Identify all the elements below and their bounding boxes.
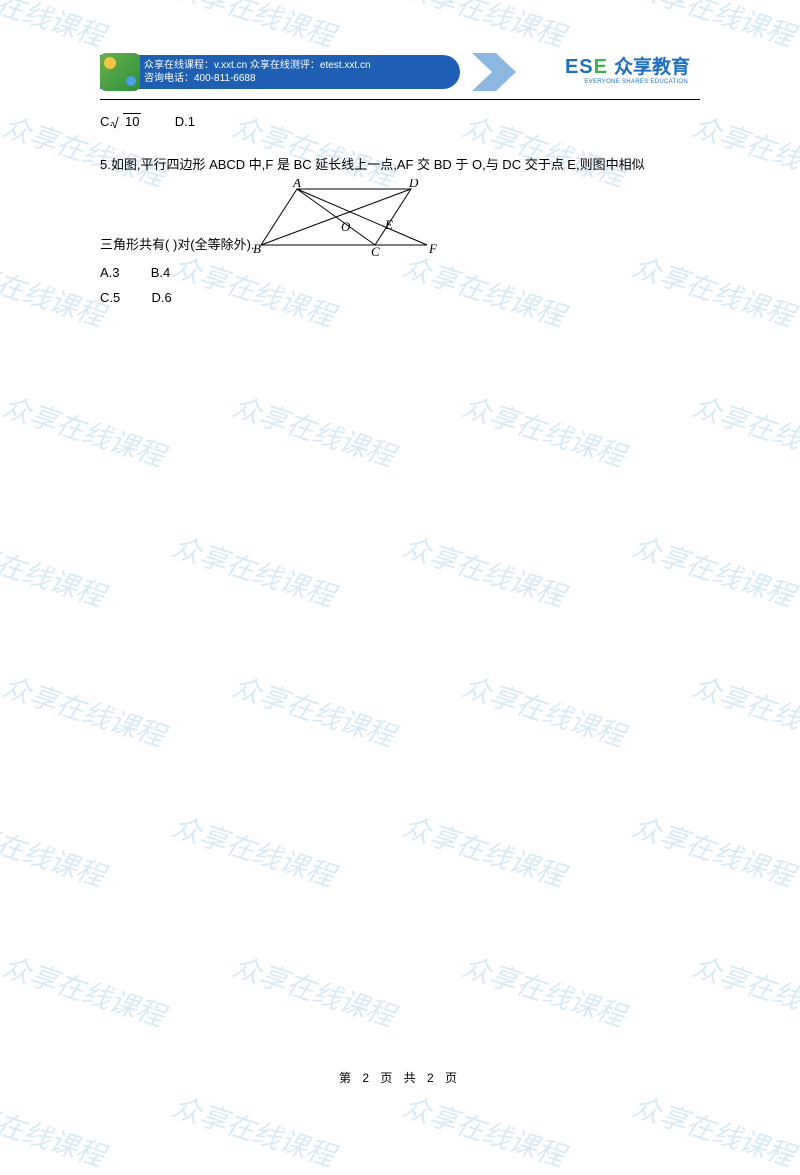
watermark-text: 众享在线课程 — [628, 1085, 800, 1175]
header-bar: 众享在线课程：v.xxt.cn 众享在线测评：etest.xxt.cn 咨询电话… — [100, 55, 700, 95]
watermark-text: 众享在线课程 — [688, 665, 800, 755]
prev-options-cd: C.10 D.1 — [100, 110, 700, 135]
watermark-text: 众享在线课程 — [0, 525, 110, 615]
watermark-text: 众享在线课程 — [0, 385, 170, 475]
watermark-text: 众享在线课程 — [688, 385, 800, 475]
pt-O: O — [341, 219, 351, 234]
watermark-text: 众享在线课程 — [398, 525, 570, 615]
logo-content: ESE 众享教育 — [565, 56, 690, 79]
banner-line-1: 众享在线课程：v.xxt.cn 众享在线测评：etest.xxt.cn — [144, 59, 371, 73]
q5-diagram-row: 三角形共有( )对(全等除外). A D B C F — [100, 179, 700, 257]
watermark-text: 众享在线课程 — [398, 805, 570, 895]
logo-area: ESE 众享教育 EVERYONE SHARES EDUCATION — [490, 53, 700, 91]
watermark-text: 众享在线课程 — [0, 245, 110, 335]
watermark-text: 众享在线课程 — [688, 945, 800, 1035]
question-5: 5.如图,平行四边形 ABCD 中,F 是 BC 延长线上一点,AF 交 BD … — [100, 153, 700, 311]
opts-row-2: C.5 D.6 — [100, 286, 700, 311]
watermark-text: 众享在线课程 — [398, 0, 570, 55]
watermark-text: 众享在线课程 — [458, 945, 630, 1035]
parallelogram-diagram: A D B C F O E — [251, 179, 461, 257]
opt-b: B.4 — [151, 265, 171, 280]
pt-A: A — [292, 179, 301, 190]
watermark-text: 众享在线课程 — [168, 1085, 340, 1175]
banner-line-2: 咨询电话：400-811-6688 — [144, 72, 371, 86]
watermark-text: 众享在线课程 — [0, 665, 170, 755]
q5-options: A.3 B.4 C.5 D.6 — [100, 261, 700, 310]
header-banner: 众享在线课程：v.xxt.cn 众享在线测评：etest.xxt.cn 咨询电话… — [100, 55, 460, 89]
logo-subtitle: EVERYONE SHARES EDUCATION — [584, 79, 688, 85]
opts-row-1: A.3 B.4 — [100, 261, 700, 286]
q5-tail: 三角形共有( )对(全等除外). — [100, 233, 255, 258]
content-area: C.10 D.1 5.如图,平行四边形 ABCD 中,F 是 BC 延长线上一点… — [100, 110, 700, 311]
watermark-text: 众享在线课程 — [0, 805, 110, 895]
watermark-text: 众享在线课程 — [628, 805, 800, 895]
pt-F: F — [428, 241, 438, 256]
opt-d: D.1 — [175, 114, 195, 129]
logo-e2: E — [594, 56, 608, 78]
watermark-text: 众享在线课程 — [458, 665, 630, 755]
opt-a: A.3 — [100, 265, 120, 280]
pt-B: B — [253, 241, 261, 256]
logo-cn: 众享教育 — [614, 58, 690, 77]
watermark-text: 众享在线课程 — [168, 525, 340, 615]
sqrt-10: 10 — [113, 110, 143, 135]
logo-s: S — [579, 56, 593, 78]
watermark-text: 众享在线课程 — [228, 385, 400, 475]
watermark-text: 众享在线课程 — [0, 1085, 110, 1175]
watermark-text: 众享在线课程 — [398, 1085, 570, 1175]
logo-e1: E — [565, 56, 579, 78]
watermark-text: 众享在线课程 — [0, 945, 170, 1035]
pt-D: D — [408, 179, 419, 190]
logo-ese: ESE — [565, 56, 608, 79]
watermark-text: 众享在线课程 — [688, 105, 800, 195]
watermark-text: 众享在线课程 — [458, 385, 630, 475]
pt-E: E — [384, 217, 393, 232]
q5-stem: 5.如图,平行四边形 ABCD 中,F 是 BC 延长线上一点,AF 交 BD … — [100, 153, 700, 178]
banner-text: 众享在线课程：v.xxt.cn 众享在线测评：etest.xxt.cn 咨询电话… — [144, 59, 371, 86]
watermark-text: 众享在线课程 — [168, 0, 340, 55]
watermark-text: 众享在线课程 — [228, 945, 400, 1035]
opt-c5: C.5 — [100, 290, 120, 305]
watermark-text: 众享在线课程 — [168, 805, 340, 895]
pt-C: C — [371, 244, 380, 257]
page-footer: 第 2 页 共 2 页 — [0, 1069, 800, 1086]
header-divider — [100, 99, 700, 100]
watermark-text: 众享在线课程 — [228, 665, 400, 755]
banner-icon — [100, 53, 140, 91]
opt-d5: D.6 — [151, 290, 171, 305]
sqrt-radicand: 10 — [123, 113, 141, 129]
page-content: 众享在线课程：v.xxt.cn 众享在线测评：etest.xxt.cn 咨询电话… — [100, 55, 700, 317]
watermark-text: 众享在线课程 — [628, 0, 800, 55]
watermark-text: 众享在线课程 — [0, 0, 110, 55]
watermark-text: 众享在线课程 — [628, 525, 800, 615]
